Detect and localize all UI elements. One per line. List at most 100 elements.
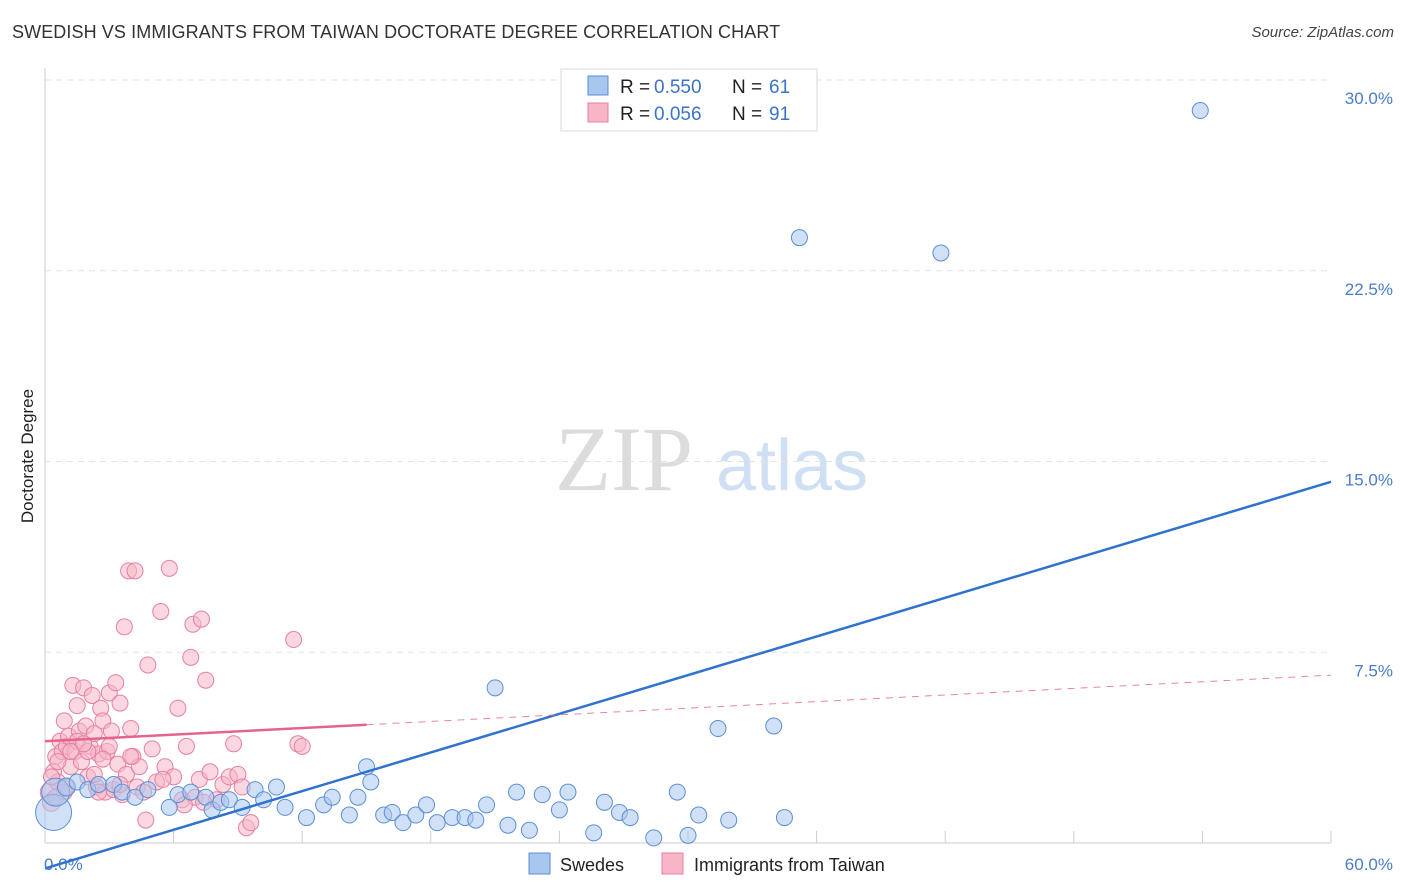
bottom-legend-swatch-swedes — [528, 852, 551, 875]
swedes-point — [595, 793, 613, 811]
watermark-atlas: atlas — [716, 426, 868, 506]
legend-r-value-taiwan: 0.056 — [654, 104, 702, 125]
swedes-point — [276, 798, 294, 816]
taiwan-point — [197, 671, 215, 689]
swedes-point — [407, 806, 425, 824]
swedes-point — [182, 783, 200, 801]
swedes-point — [478, 796, 496, 814]
swedes-point — [486, 679, 504, 697]
swedes-point — [720, 811, 738, 829]
swedes-point — [394, 814, 412, 832]
swedes-point — [126, 788, 144, 806]
swedes-point — [775, 809, 793, 827]
correlation-legend: R = 0.550 N = 61 R = 0.056 N = 91 — [560, 68, 818, 132]
taiwan-point — [182, 648, 200, 666]
taiwan-point — [68, 697, 86, 715]
taiwan-point — [177, 737, 195, 755]
taiwan-point — [192, 610, 210, 628]
bottom-legend-label-swedes: Swedes — [560, 855, 624, 875]
legend-r-label-swedes: R = — [620, 77, 650, 98]
series-legend: Swedes Immigrants from Taiwan — [528, 852, 885, 875]
bottom-legend-swatch-taiwan — [661, 852, 684, 875]
grid-lines — [45, 79, 1331, 653]
taiwan-point — [143, 740, 161, 758]
taiwan-point — [111, 694, 129, 712]
swedes-point — [139, 781, 157, 799]
watermark-zip: ZIP — [555, 408, 693, 510]
swedes-point — [645, 829, 663, 847]
taiwan-point — [122, 720, 140, 738]
swedes-point — [790, 229, 808, 247]
taiwan-point — [152, 603, 170, 621]
taiwan-point — [154, 770, 172, 788]
y-tick-label: 30.0% — [1345, 89, 1393, 108]
swedes-point — [932, 244, 950, 262]
swedes-point — [349, 788, 367, 806]
swedes-point — [550, 801, 568, 819]
swedes-point — [499, 816, 517, 834]
swedes-point — [340, 806, 358, 824]
trend-lines — [44, 480, 1332, 870]
trend-line-taiwan — [44, 723, 367, 743]
series-swedes-points — [35, 102, 1209, 847]
y-tick-label: 22.5% — [1345, 280, 1393, 299]
taiwan-point — [49, 753, 67, 771]
swedes-point — [267, 778, 285, 796]
trend-line-swedes — [44, 480, 1332, 870]
swedes-point — [709, 720, 727, 738]
swedes-point — [585, 824, 603, 842]
swedes-point — [428, 814, 446, 832]
legend-swatch-taiwan — [587, 102, 609, 123]
legend-n-label-swedes: N = — [732, 77, 762, 98]
legend-r-label-taiwan: R = — [620, 104, 650, 125]
y-tick-labels: 7.5% 15.0% 22.5% 30.0% — [1345, 89, 1393, 680]
taiwan-point — [293, 737, 311, 755]
swedes-point — [668, 783, 686, 801]
legend-r-value-swedes: 0.550 — [654, 77, 702, 98]
taiwan-point — [201, 763, 219, 781]
y-tick-label: 15.0% — [1345, 471, 1393, 490]
swedes-point — [1191, 102, 1209, 120]
taiwan-point — [137, 811, 155, 829]
swedes-point — [508, 783, 526, 801]
swedes-point — [220, 791, 238, 809]
taiwan-point — [242, 814, 260, 832]
taiwan-point — [62, 742, 80, 760]
swedes-point — [383, 803, 401, 821]
taiwan-point — [83, 686, 101, 704]
swedes-point — [467, 811, 485, 829]
taiwan-point — [94, 750, 112, 768]
swedes-point — [679, 826, 697, 844]
taiwan-point — [285, 631, 303, 649]
swedes-point — [160, 798, 178, 816]
taiwan-point — [126, 562, 144, 580]
x-tick-label-max: 60.0% — [1345, 855, 1393, 874]
taiwan-point — [55, 712, 73, 730]
taiwan-point — [122, 748, 140, 766]
trend-line-taiwan-extrapolated — [366, 674, 1332, 726]
swedes-point — [323, 788, 341, 806]
swedes-point — [418, 796, 436, 814]
swedes-point — [559, 783, 577, 801]
legend-n-value-swedes: 61 — [769, 77, 790, 98]
swedes-point — [362, 773, 380, 791]
y-axis-label: Doctorate Degree — [18, 389, 37, 523]
swedes-point — [690, 806, 708, 824]
y-tick-label: 7.5% — [1354, 661, 1393, 680]
legend-n-value-taiwan: 91 — [769, 104, 790, 125]
swedes-point — [520, 821, 538, 839]
taiwan-point — [169, 699, 187, 717]
swedes-point — [533, 786, 551, 804]
taiwan-point — [107, 674, 125, 692]
taiwan-point — [225, 735, 243, 753]
swedes-point — [765, 717, 783, 735]
swedes-point — [297, 809, 315, 827]
x-minor-ticks — [173, 831, 1332, 843]
taiwan-point — [139, 656, 157, 674]
page-title: SWEDISH VS IMMIGRANTS FROM TAIWAN DOCTOR… — [12, 22, 781, 42]
taiwan-point — [160, 559, 178, 577]
bottom-legend-label-taiwan: Immigrants from Taiwan — [694, 855, 885, 875]
legend-swatch-swedes — [587, 75, 609, 96]
swedes-point — [621, 809, 639, 827]
